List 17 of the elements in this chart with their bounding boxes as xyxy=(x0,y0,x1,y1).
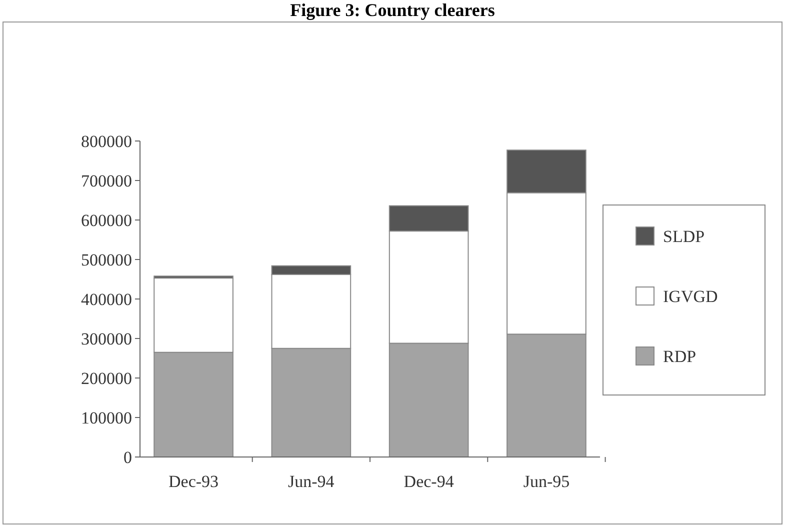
y-tick-label: 100000 xyxy=(81,408,132,428)
y-tick-label: 800000 xyxy=(81,132,132,151)
x-tick-label: Jun-95 xyxy=(523,472,570,491)
x-tick-label: Dec-94 xyxy=(404,472,454,491)
y-tick-label: 400000 xyxy=(81,290,132,309)
legend-label: SLDP xyxy=(663,226,705,246)
y-tick-label: 200000 xyxy=(81,368,132,388)
x-tick-label: Dec-93 xyxy=(168,472,219,491)
x-tick-label: Jun-94 xyxy=(288,472,335,491)
y-tick-label: 0 xyxy=(124,448,132,467)
y-tick-label: 500000 xyxy=(81,250,132,270)
y-tick-label: 300000 xyxy=(81,329,132,348)
y-tick-label: 700000 xyxy=(81,171,132,190)
chart-title: Figure 3: Country clearers xyxy=(290,0,495,20)
legend-label: IGVGD xyxy=(663,286,718,306)
legend-label: RDP xyxy=(663,346,696,366)
y-tick-label: 600000 xyxy=(81,210,132,230)
